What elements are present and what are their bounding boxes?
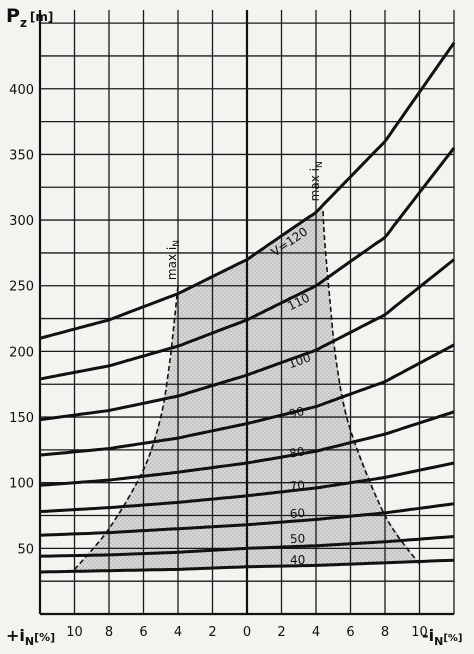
- x-axis-title-right-sub: N: [434, 635, 443, 648]
- x-tick-label: 6: [139, 625, 147, 640]
- x-tick-label: 8: [381, 625, 389, 640]
- x-tick-label: 10: [66, 625, 83, 640]
- x-tick-label: 4: [174, 625, 182, 640]
- speed-curve-label: 40: [290, 553, 306, 567]
- speed-curve: [39, 502, 455, 537]
- y-tick-label: 50: [17, 542, 34, 557]
- tick-label-layer: 10 8 6 4 2 0 2 4 6 8 10 50 100 150 200 250 300 350 400: [9, 83, 428, 640]
- speed-curve-label: 60: [289, 506, 305, 521]
- speed-curve: [39, 461, 455, 514]
- speed-curve: [39, 258, 455, 422]
- y-tick-label: 350: [9, 148, 34, 163]
- x-tick-label: 2: [277, 625, 285, 640]
- y-tick-label: 200: [9, 345, 34, 360]
- x-axis-title-right-unit: [%]: [443, 633, 462, 644]
- speed-curve-label: 50: [290, 532, 306, 547]
- x-axis-title-left-unit: [%]: [34, 631, 55, 644]
- x-axis-title-left-main: +i: [6, 626, 25, 645]
- speed-curve: [39, 558, 455, 574]
- speed-curve: [39, 410, 455, 487]
- speed-curve-label: 70: [289, 478, 306, 494]
- limit-curve: [322, 208, 421, 565]
- speed-curve-label: 90: [287, 404, 305, 421]
- grid-layer: [38, 10, 455, 616]
- limit-label-sub: N: [315, 161, 325, 168]
- y-axis-title: Pz [m]: [6, 5, 53, 30]
- x-axis-title-left: +iN[%]: [6, 626, 55, 648]
- x-tick-label: 0: [243, 625, 251, 640]
- y-tick-label: 250: [9, 280, 34, 295]
- speed-curve-label: 80: [288, 444, 305, 460]
- limit-curve-label: max iN: [165, 240, 182, 280]
- curve-layer: [39, 41, 456, 574]
- x-axis-title-left-sub: N: [25, 635, 34, 648]
- limit-curve-layer: [73, 208, 421, 570]
- y-axis-title-unit: [m]: [30, 10, 53, 24]
- y-tick-label: 150: [9, 411, 34, 426]
- x-axis-title-right: -iN[%]: [422, 626, 463, 648]
- speed-curve: [39, 41, 456, 340]
- y-tick-label: 400: [9, 83, 34, 98]
- x-tick-label: 10: [411, 625, 428, 640]
- speed-curve: [39, 343, 455, 457]
- x-tick-label: 4: [312, 625, 320, 640]
- y-tick-label: 100: [9, 477, 34, 492]
- speed-curve: [39, 146, 456, 381]
- y-axis-title-main: P: [6, 5, 20, 27]
- limit-curve: [73, 285, 179, 570]
- x-tick-label: 8: [105, 625, 113, 640]
- limit-curve-label: max iN: [308, 161, 325, 201]
- y-axis-title-sub: z: [20, 16, 27, 30]
- limit-label-main: max i: [308, 168, 322, 201]
- x-axis-title-right-main: -i: [422, 626, 434, 645]
- limit-label-main: max i: [165, 247, 179, 280]
- x-tick-label: 6: [346, 625, 354, 640]
- limit-label-sub: N: [172, 240, 182, 247]
- x-tick-label: 2: [208, 625, 216, 640]
- y-tick-label: 300: [9, 214, 34, 229]
- speed-curve: [39, 535, 455, 558]
